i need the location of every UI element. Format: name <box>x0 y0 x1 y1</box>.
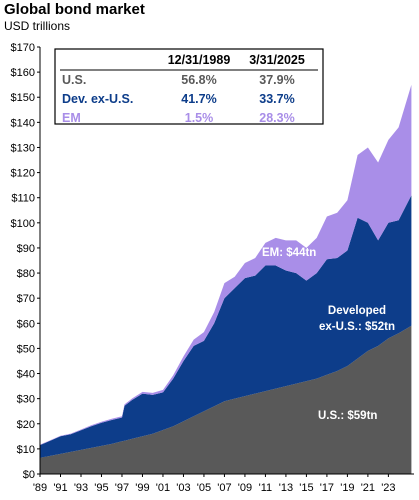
y-tick-label: $0 <box>23 469 35 481</box>
x-tick-label: '95 <box>94 482 108 494</box>
y-tick-label: $40 <box>17 369 35 381</box>
table-header-1989: 12/31/1989 <box>168 53 231 67</box>
x-tick-label: '13 <box>279 482 293 494</box>
table-cell-1989: 41.7% <box>181 92 216 106</box>
x-tick-label: '11 <box>259 482 273 494</box>
x-tick-label: '07 <box>217 482 231 494</box>
em-series-label: EM: $44tn <box>262 247 316 259</box>
table-cell-2025: 28.3% <box>259 111 294 125</box>
chart-title: Global bond market <box>4 1 145 18</box>
x-tick-label: '01 <box>156 482 170 494</box>
series-area-u-s <box>40 325 412 474</box>
y-tick-label: $20 <box>17 419 35 431</box>
table-cell-1989: 56.8% <box>181 73 216 87</box>
dev-series-label-line2: ex-U.S.: $52tn <box>319 321 395 333</box>
y-tick-label: $90 <box>17 243 35 255</box>
y-tick-label: $140 <box>11 117 35 129</box>
y-tick-label: $60 <box>17 318 35 330</box>
x-tick-label: '05 <box>197 482 211 494</box>
table-row-label: U.S. <box>62 73 86 87</box>
series-area-dev-ex-u-s <box>40 195 412 458</box>
x-tick-label: '09 <box>238 482 252 494</box>
x-tick-label: '23 <box>381 482 395 494</box>
y-tick-label: $50 <box>17 343 35 355</box>
y-tick-label: $70 <box>17 293 35 305</box>
y-tick-label: $150 <box>11 92 35 104</box>
table-row-label: EM <box>62 111 81 125</box>
share-table-box <box>54 48 324 125</box>
x-tick-label: '93 <box>74 482 88 494</box>
x-tick-label: '17 <box>320 482 334 494</box>
x-tick-label: '21 <box>361 482 375 494</box>
x-tick-label: '03 <box>176 482 190 494</box>
x-tick-label: '97 <box>115 482 129 494</box>
table-row-label: Dev. ex-U.S. <box>62 92 133 106</box>
us-series-label: U.S.: $59tn <box>318 410 377 422</box>
table-cell-2025: 33.7% <box>259 92 294 106</box>
y-tick-label: $170 <box>11 42 35 54</box>
x-tick-label: '91 <box>53 482 67 494</box>
x-tick-label: '89 <box>33 482 47 494</box>
y-tick-label: $30 <box>17 394 35 406</box>
y-tick-label: $110 <box>11 193 35 205</box>
y-tick-label: $130 <box>11 142 35 154</box>
x-tick-label: '19 <box>340 482 354 494</box>
y-tick-label: $10 <box>17 444 35 456</box>
y-tick-label: $160 <box>11 67 35 79</box>
chart-subtitle: USD trillions <box>4 19 71 33</box>
y-tick-label: $120 <box>11 168 35 180</box>
x-tick-label: '15 <box>299 482 313 494</box>
table-cell-2025: 37.9% <box>259 73 294 87</box>
table-cell-1989: 1.5% <box>185 111 214 125</box>
y-tick-label: $80 <box>17 268 35 280</box>
table-header-2025: 3/31/2025 <box>249 53 305 67</box>
x-tick-label: '99 <box>135 482 149 494</box>
y-tick-label: $100 <box>11 218 35 230</box>
dev-series-label-line1: Developed <box>328 305 386 317</box>
